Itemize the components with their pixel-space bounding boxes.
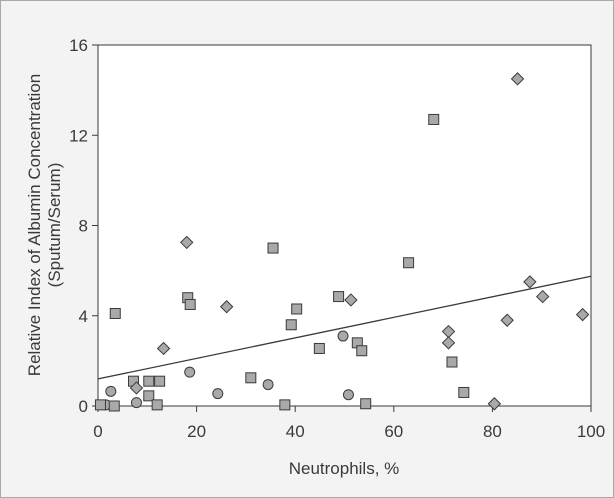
x-tick-label: 80 [483,422,502,441]
diamond-marker [180,235,194,250]
square-marker [108,400,120,412]
square-marker [458,386,470,398]
square-marker [143,390,155,402]
circle-marker [262,379,274,391]
square-marker [285,319,297,331]
square-marker [356,345,368,357]
diamond-marker [500,313,514,327]
data-points [94,72,590,412]
y-tick-label: 4 [79,307,88,326]
square-marker [446,356,458,368]
y-tick-label: 8 [79,217,88,236]
diamond-marker [156,341,171,356]
x-axis: 0 20 40 60 80 100 [93,406,605,441]
square-marker [403,257,415,269]
diamond-marker [441,336,456,350]
y-tick-label: 16 [69,36,88,55]
square-marker [94,399,106,411]
circle-marker [130,397,142,409]
diamond-marker [575,307,590,322]
circle-marker [105,385,117,397]
circle-marker [184,366,196,378]
y-axis: 0 4 8 12 16 [69,36,98,416]
square-marker [143,375,155,387]
square-marker [109,307,121,319]
square-marker [428,113,440,125]
diamond-marker [487,397,502,411]
square-marker [245,372,257,384]
y-axis-title-line2: (Sputum/Serum) [45,163,64,288]
x-tick-label: 100 [577,422,605,441]
trend-line [97,275,592,380]
x-tick-label: 20 [187,422,206,441]
x-tick-label: 40 [286,422,305,441]
diamond-marker [523,275,537,289]
square-marker [267,242,279,254]
square-marker [184,298,196,310]
square-marker [151,399,163,411]
x-tick-label: 0 [93,422,102,441]
circle-marker [337,330,349,342]
square-marker [333,291,345,303]
plot-area [97,44,592,407]
square-marker [313,342,325,354]
diamond-marker [510,72,525,86]
x-axis-title: Neutrophils, % [289,459,400,478]
diamond-marker [219,300,234,314]
square-marker [279,399,291,411]
square-marker [291,303,303,315]
y-axis-title-line1: Relative Index of Albumin Concentration [25,74,44,376]
square-marker [154,375,166,387]
y-tick-label: 12 [69,126,88,145]
diamond-marker [129,381,144,395]
square-marker [360,398,372,410]
diamond-marker [535,289,550,304]
circle-marker [342,389,354,401]
diamond-marker [344,293,358,307]
x-tick-label: 60 [384,422,403,441]
y-tick-label: 0 [79,397,88,416]
circle-marker [212,388,224,400]
